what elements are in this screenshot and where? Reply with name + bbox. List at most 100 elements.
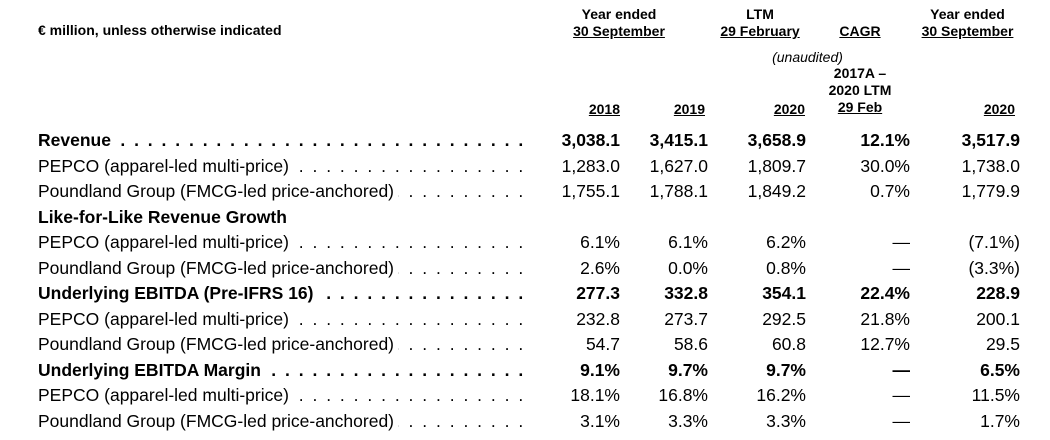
year-ended-line2: 30 September <box>573 23 665 39</box>
value-2020: 3,517.9 <box>961 130 1020 150</box>
row-label-text: PEPCO (apparel-led multi-price) <box>38 232 293 252</box>
row-label: . . . . . . . . . . . . . . . . . . . . … <box>38 179 528 204</box>
value-cagr: — <box>892 410 911 431</box>
row-label-text: Like-for-Like Revenue Growth <box>38 206 291 227</box>
value-2018: 6.1% <box>580 232 620 252</box>
value-cagr: — <box>892 232 911 252</box>
col-ltm-2020: 2020 <box>773 101 805 117</box>
value-2019: 332.8 <box>664 283 708 303</box>
table-row: . . . . . . . . . . . . . . . . . . . . … <box>0 281 1050 306</box>
value-2020: 6.5% <box>980 359 1020 380</box>
value-2019: 3,415.1 <box>649 130 708 150</box>
table-row: . . . . . . . . . . . . . . . . . . . . … <box>0 230 1050 255</box>
value-2020: 200.1 <box>976 308 1020 329</box>
value-2019: 1,627.0 <box>649 155 708 176</box>
value-ltm-2020: 60.8 <box>771 334 806 354</box>
value-2020: 1,779.9 <box>961 181 1020 201</box>
value-2019: 58.6 <box>673 334 708 354</box>
value-2018: 232.8 <box>576 308 620 329</box>
value-2019: 0.0% <box>668 257 708 278</box>
table-row: . . . . . . . . . . . . . . . . . . . . … <box>0 383 1050 408</box>
value-ltm-2020: 6.2% <box>766 232 806 252</box>
row-label: . . . . . . . . . . . . . . . . . . . . … <box>38 409 528 434</box>
table-row: . . . . . . . . . . . . . . . . . . . . … <box>0 307 1050 332</box>
row-label-text: Underlying EBITDA Margin <box>38 359 265 380</box>
value-2020: 11.5% <box>971 385 1020 405</box>
value-2019: 3.3% <box>668 410 708 431</box>
value-2020: 228.9 <box>976 283 1020 303</box>
table-row: Like-for-Like Revenue Growth <box>0 205 1050 230</box>
year-ended-2-header: Year ended 30 September <box>910 6 1025 40</box>
value-cagr: 21.8% <box>860 308 910 329</box>
value-ltm-2020: 16.2% <box>756 385 806 405</box>
ltm-line1: LTM <box>746 6 774 22</box>
table-row: . . . . . . . . . . . . . . . . . . . . … <box>0 179 1050 204</box>
value-2020: (3.3%) <box>968 257 1020 278</box>
year-ended-line1: Year ended <box>581 6 657 22</box>
ltm-line2: 29 February <box>720 23 800 39</box>
value-ltm-2020: 0.8% <box>766 257 806 278</box>
row-label-text: Poundland Group (FMCG-led price-anchored… <box>38 334 398 354</box>
value-ltm-2020: 3.3% <box>766 410 806 431</box>
row-label: . . . . . . . . . . . . . . . . . . . . … <box>38 358 528 383</box>
value-2020: 1,738.0 <box>961 155 1020 176</box>
value-2018: 3.1% <box>580 410 620 431</box>
units-label: € million, unless otherwise indicated <box>38 22 282 38</box>
row-label-text: PEPCO (apparel-led multi-price) <box>38 155 293 176</box>
value-2019: 6.1% <box>668 232 708 252</box>
table-row: . . . . . . . . . . . . . . . . . . . . … <box>0 332 1050 357</box>
value-2020: 29.5 <box>985 334 1020 354</box>
value-ltm-2020: 354.1 <box>762 283 806 303</box>
value-2018: 18.1% <box>570 385 620 405</box>
row-label-text: PEPCO (apparel-led multi-price) <box>38 385 293 405</box>
value-cagr: 12.1% <box>860 130 910 150</box>
cagr-label: CAGR <box>839 23 881 39</box>
row-label: . . . . . . . . . . . . . . . . . . . . … <box>38 230 528 255</box>
value-cagr: — <box>892 359 911 380</box>
cagr-header: CAGR <box>822 23 898 40</box>
row-label-text: PEPCO (apparel-led multi-price) <box>38 308 293 329</box>
row-label: Like-for-Like Revenue Growth <box>38 205 528 230</box>
row-label: . . . . . . . . . . . . . . . . . . . . … <box>38 154 528 179</box>
year-ended-header: Year ended 30 September <box>530 6 708 40</box>
ltm-header: LTM 29 February <box>705 6 815 40</box>
value-cagr: 12.7% <box>860 334 910 354</box>
row-label-text: Poundland Group (FMCG-led price-anchored… <box>38 257 398 278</box>
cagr-sub2: 2020 LTM <box>828 82 892 98</box>
row-label: . . . . . . . . . . . . . . . . . . . . … <box>38 383 528 408</box>
value-2018: 2.6% <box>580 257 620 278</box>
table-row: . . . . . . . . . . . . . . . . . . . . … <box>0 409 1050 434</box>
col-2018: 2018 <box>588 101 620 117</box>
value-2018: 9.1% <box>580 359 620 380</box>
table-row: . . . . . . . . . . . . . . . . . . . . … <box>0 358 1050 383</box>
table-row: . . . . . . . . . . . . . . . . . . . . … <box>0 128 1050 153</box>
value-ltm-2020: 1,849.2 <box>747 181 806 201</box>
year-ended-2-line1: Year ended <box>930 6 1005 22</box>
row-label: . . . . . . . . . . . . . . . . . . . . … <box>38 128 528 153</box>
value-ltm-2020: 3,658.9 <box>747 130 806 150</box>
cagr-period: 2017A – 2020 LTM 29 Feb <box>812 65 908 116</box>
value-2020: 1.7% <box>980 410 1020 431</box>
value-2019: 9.7% <box>668 359 708 380</box>
value-2019: 16.8% <box>658 385 708 405</box>
value-2018: 277.3 <box>576 283 620 303</box>
value-ltm-2020: 292.5 <box>762 308 806 329</box>
value-ltm-2020: 1,809.7 <box>747 155 806 176</box>
cagr-sub3: 29 Feb <box>837 99 883 115</box>
value-ltm-2020: 9.7% <box>766 359 806 380</box>
value-2019: 1,788.1 <box>649 181 708 201</box>
value-2018: 1,283.0 <box>561 155 620 176</box>
value-cagr: 0.7% <box>870 181 910 201</box>
unaudited-note: (unaudited) <box>772 49 843 65</box>
table-row: . . . . . . . . . . . . . . . . . . . . … <box>0 256 1050 281</box>
col-2019: 2019 <box>673 101 705 117</box>
value-cagr: 30.0% <box>860 155 910 176</box>
value-cagr: — <box>892 257 911 278</box>
row-label: . . . . . . . . . . . . . . . . . . . . … <box>38 332 528 357</box>
value-2020: (7.1%) <box>968 232 1020 252</box>
value-cagr: 22.4% <box>860 283 910 303</box>
year-ended-2-line2: 30 September <box>921 23 1014 39</box>
table-row: . . . . . . . . . . . . . . . . . . . . … <box>0 154 1050 179</box>
value-2018: 1,755.1 <box>561 181 620 201</box>
